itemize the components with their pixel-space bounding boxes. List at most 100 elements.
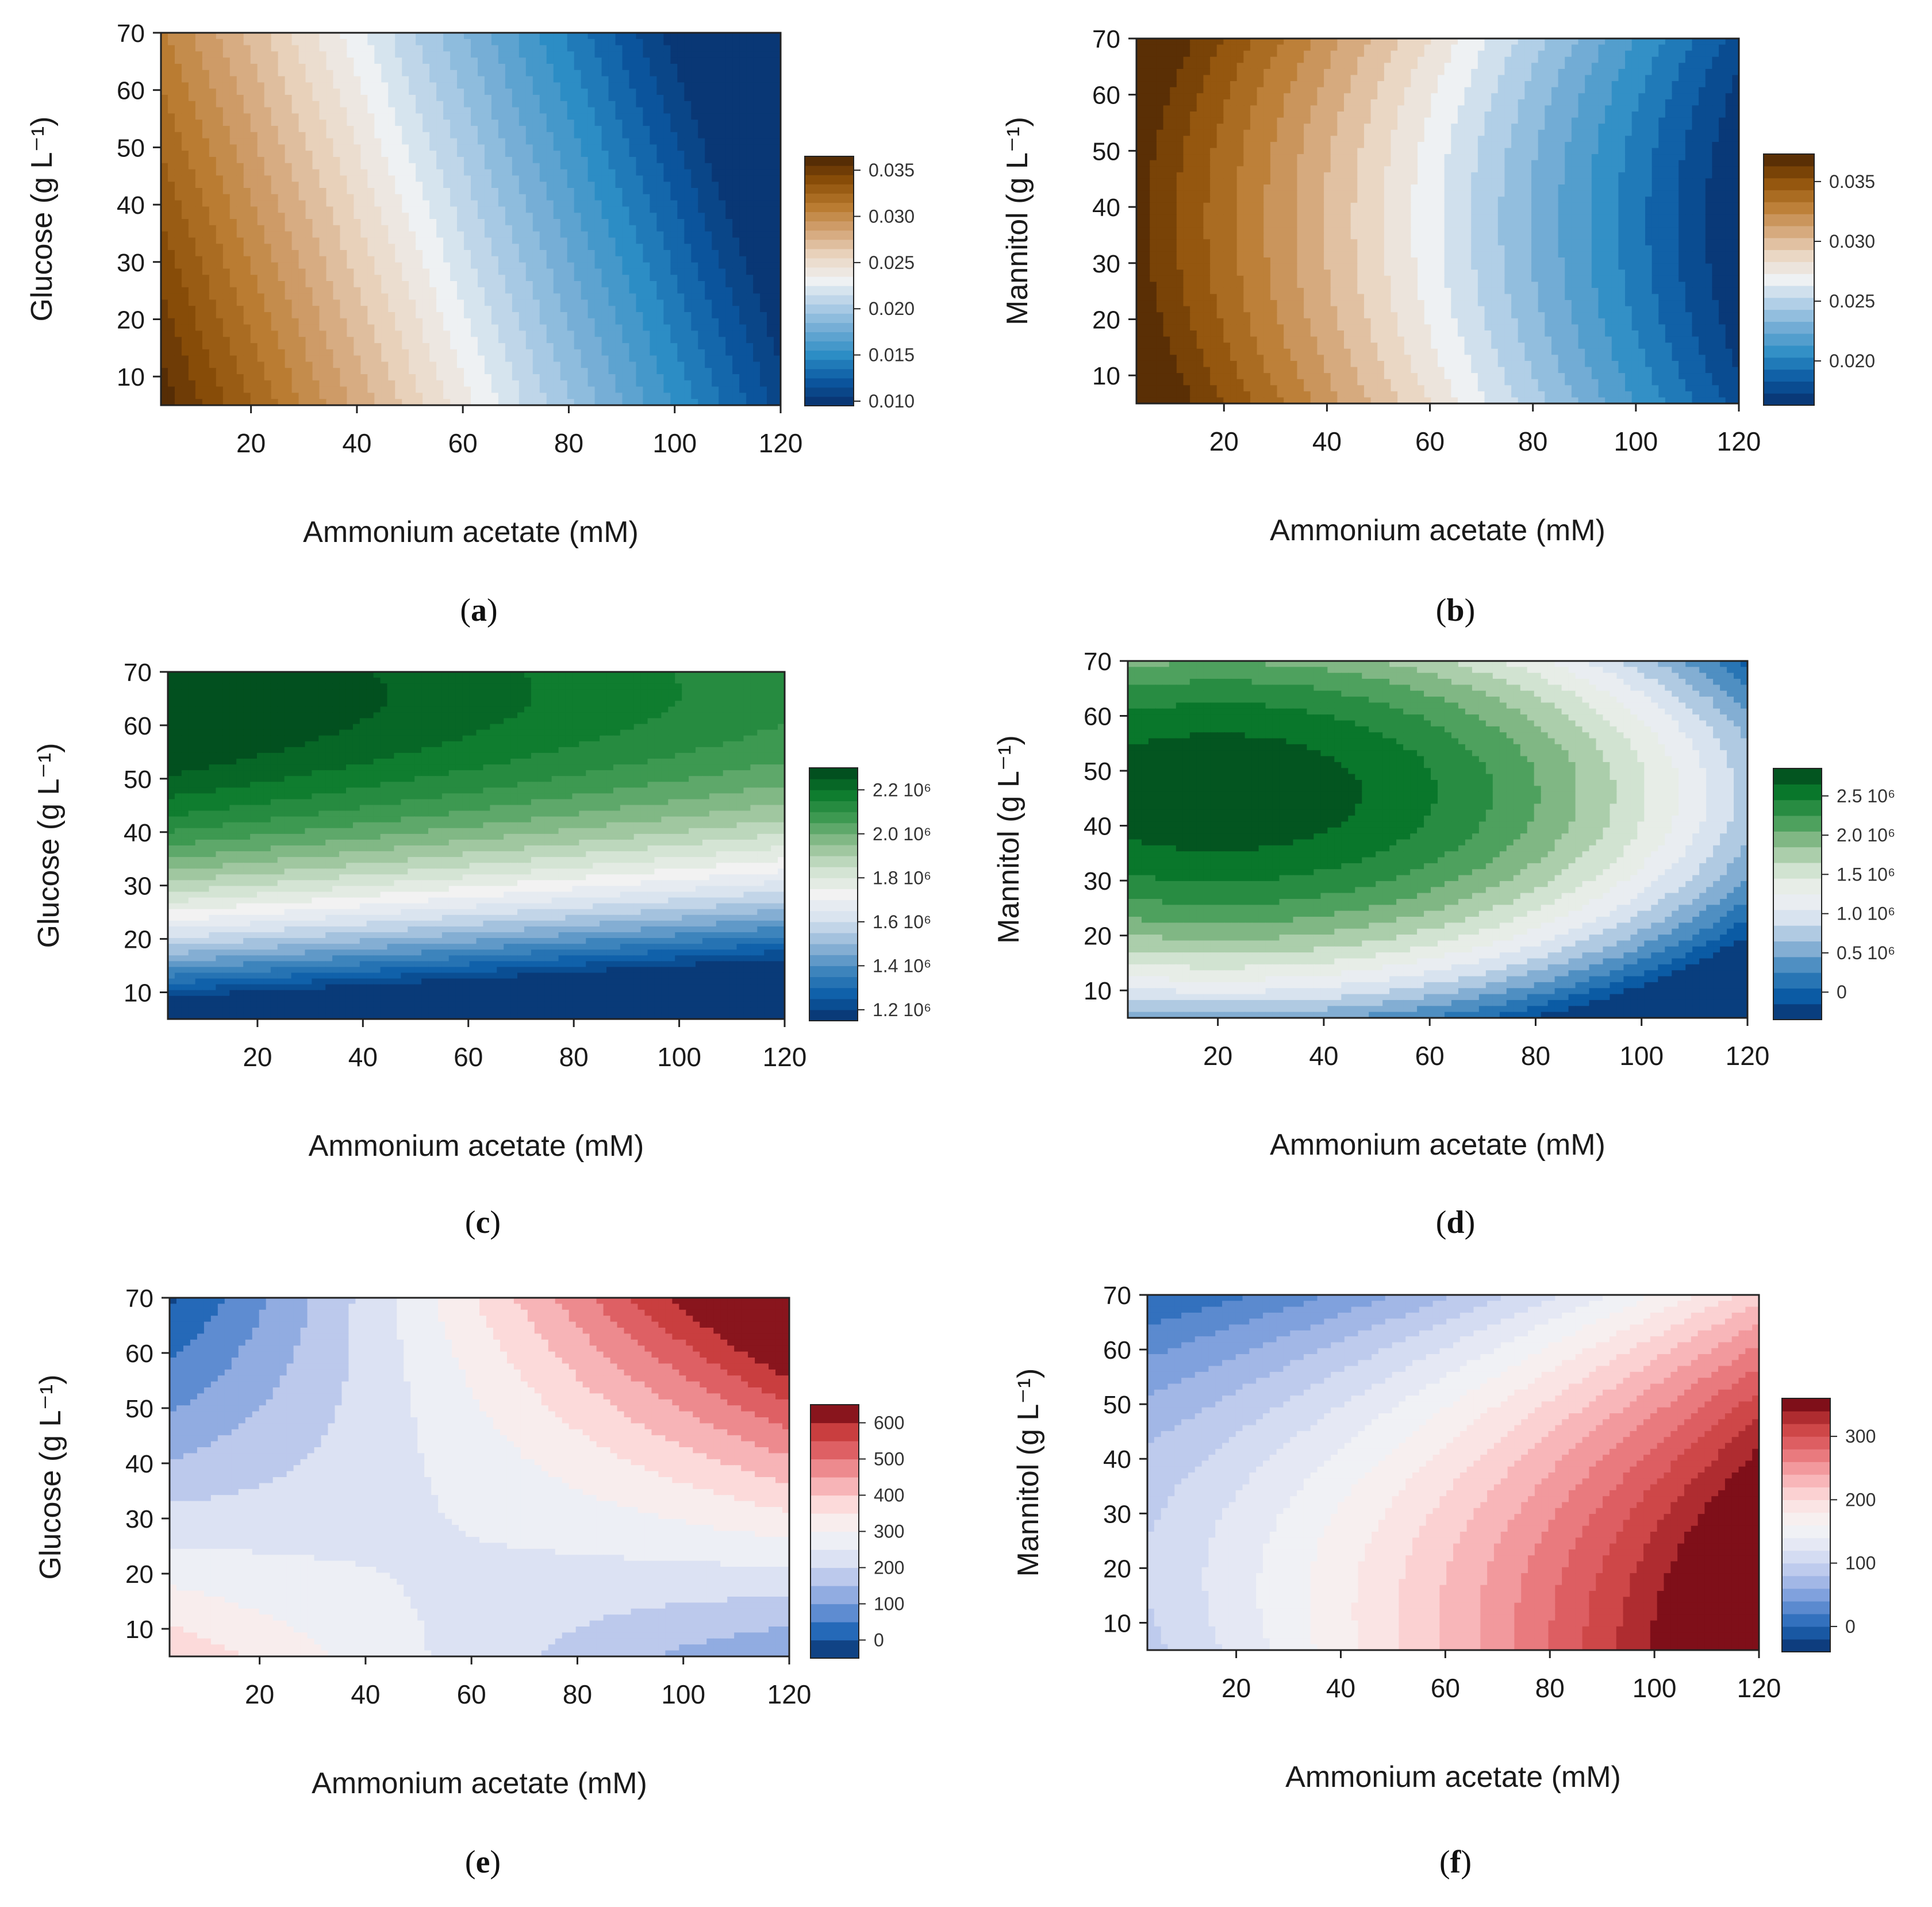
contour-cell [477,64,485,71]
contour-cell [615,89,623,95]
contour-cell [188,144,196,151]
contour-cell [615,57,623,64]
contour-cell [705,57,713,64]
contour-cell [416,113,423,120]
contour-cell [202,275,210,282]
contour-cell [243,182,251,189]
contour-cell [663,250,671,257]
contour-cell [505,163,513,170]
contour-cell [684,287,692,294]
contour-cell [594,206,602,213]
contour-cell [484,45,492,52]
contour-cell [291,163,299,170]
contour-cell [484,281,492,288]
contour-cell [746,132,754,139]
contour-cell [560,299,568,306]
contour-cell [491,57,499,64]
contour-cell [677,194,685,201]
contour-cell [209,324,217,332]
contour-cell [594,268,602,275]
contour-cell [250,57,258,64]
contour-cell [409,200,416,207]
contour-cell [326,275,334,282]
contour-cell [450,337,458,344]
contour-cell [636,213,644,220]
contour-cell [422,107,430,114]
contour-cell [291,299,299,306]
contour-cell [222,349,231,356]
contour-cell [195,200,203,207]
contour-cell [525,70,533,77]
contour-cell [436,368,444,375]
contour-cell [326,362,334,368]
contour-cell [636,306,644,313]
contour-cell [719,318,726,325]
contour-cell [271,89,279,95]
contour-cell [684,144,692,151]
contour-cell [161,144,168,151]
contour-cell [491,299,499,306]
contour-cell [216,175,224,182]
contour-cell [587,250,596,257]
contour-cell [443,182,451,189]
contour-cell [305,206,313,213]
contour-cell [209,132,217,139]
contour-cell [663,151,671,157]
contour-cell [477,70,485,77]
contour-cell [374,312,382,319]
contour-cell [691,194,699,201]
contour-cell [278,39,286,46]
contour-cell [712,287,719,294]
contour-cell [181,138,189,145]
contour-cell [518,194,527,201]
contour-cell [326,101,334,108]
contour-cell [581,206,589,213]
contour-cell [739,51,747,58]
contour-cell [436,194,444,201]
contour-cell [167,157,175,164]
contour-cell [753,126,760,133]
contour-cell [705,368,713,375]
contour-cell [374,337,382,344]
contour-cell [767,188,774,195]
contour-cell [347,64,355,71]
contour-cell [354,188,362,195]
contour-cell [381,101,389,108]
contour-cell [539,151,547,157]
contour-cell [705,244,713,251]
contour-cell [650,120,658,126]
contour-cell [691,244,699,251]
contour-cell [505,33,513,40]
contour-cell [725,343,733,350]
contour-cell [354,275,362,282]
contour-cell [395,355,403,363]
contour-cell [739,268,747,275]
contour-cell [340,39,348,46]
contour-cell [216,70,224,77]
contour-cell [705,355,713,363]
contour-cell [360,362,368,368]
contour-cell [209,138,217,145]
contour-cell [594,349,602,356]
contour-cell [374,268,382,275]
contour-cell [601,275,609,282]
contour-cell [360,45,368,52]
contour-cell [278,262,286,270]
contour-cell [354,306,362,313]
contour-cell [264,244,272,251]
contour-cell [601,144,609,151]
contour-cell [181,349,189,356]
contour-cell [340,57,348,64]
contour-cell [532,330,540,337]
contour-cell [587,101,596,108]
contour-cell [587,169,596,176]
contour-cell [395,89,403,95]
contour-cell [656,306,665,313]
contour-cell [622,368,630,375]
contour-cell [457,182,464,189]
contour-cell [202,169,210,176]
contour-cell [319,368,327,375]
contour-cell [333,175,341,182]
contour-cell [725,256,733,263]
contour-cell [698,188,706,195]
